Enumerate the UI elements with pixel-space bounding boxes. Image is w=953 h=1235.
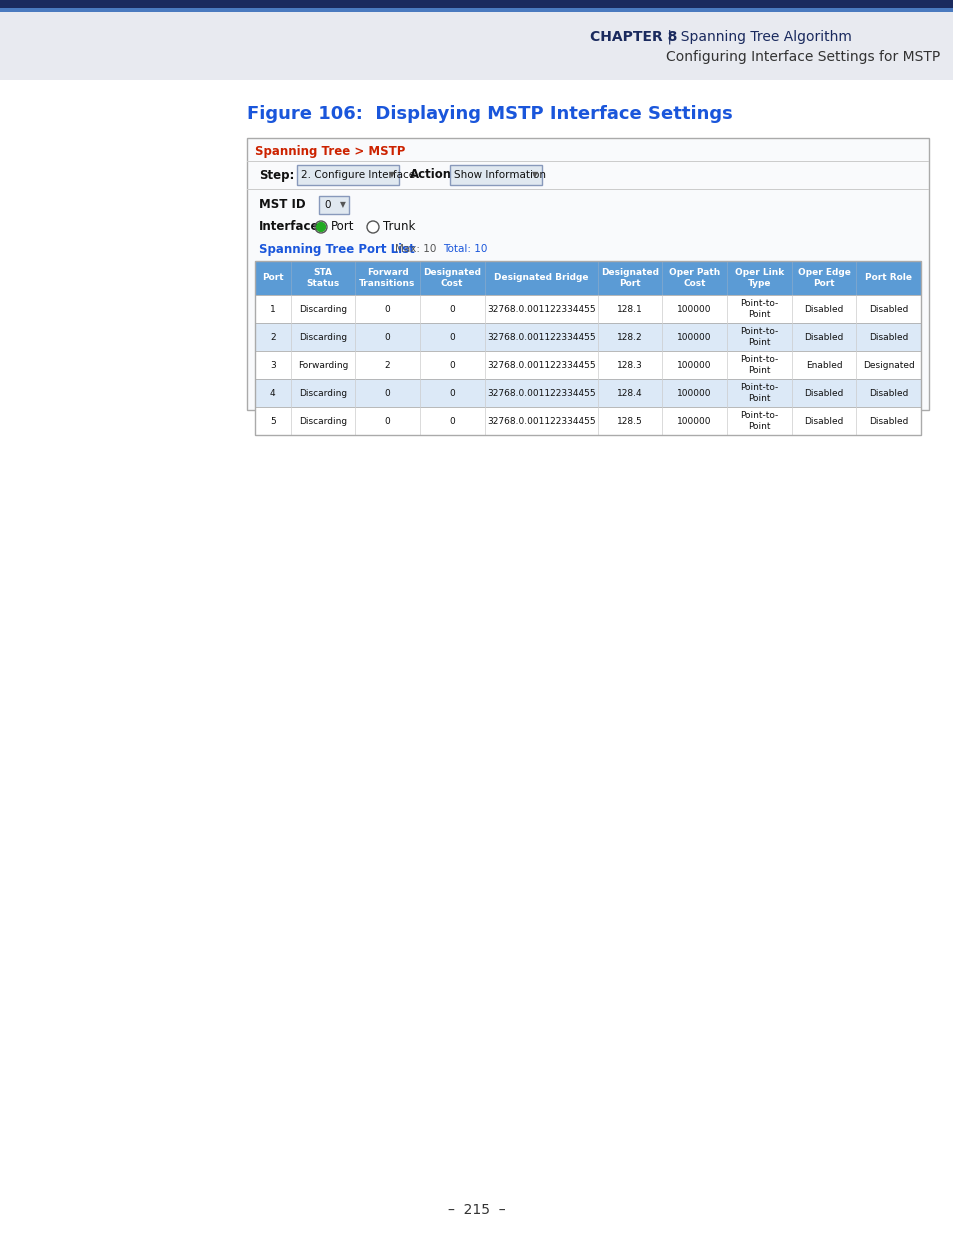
Text: Point-to-
Point: Point-to- Point xyxy=(740,411,778,431)
Text: 2: 2 xyxy=(384,361,390,369)
Text: |  Spanning Tree Algorithm: | Spanning Tree Algorithm xyxy=(662,30,851,44)
Text: Forward
Transitions: Forward Transitions xyxy=(359,268,416,288)
Text: Disabled: Disabled xyxy=(868,389,907,398)
Text: Configuring Interface Settings for MSTP: Configuring Interface Settings for MSTP xyxy=(665,49,939,64)
Text: 32768.0.001122334455: 32768.0.001122334455 xyxy=(486,416,595,426)
Text: 0: 0 xyxy=(449,416,455,426)
Text: Disabled: Disabled xyxy=(803,305,842,314)
Circle shape xyxy=(368,222,377,232)
Text: 128.3: 128.3 xyxy=(617,361,642,369)
Text: ▼: ▼ xyxy=(389,170,395,179)
Text: Trunk: Trunk xyxy=(382,221,415,233)
Text: Oper Path
Cost: Oper Path Cost xyxy=(668,268,720,288)
Text: Discarding: Discarding xyxy=(298,416,347,426)
Text: Point-to-
Point: Point-to- Point xyxy=(740,356,778,374)
Text: Disabled: Disabled xyxy=(803,332,842,342)
Bar xyxy=(254,324,920,351)
Text: CHAPTER 8: CHAPTER 8 xyxy=(589,30,677,44)
Text: Discarding: Discarding xyxy=(298,305,347,314)
Text: 100000: 100000 xyxy=(677,332,711,342)
Text: 100000: 100000 xyxy=(677,305,711,314)
Text: Spanning Tree > MSTP: Spanning Tree > MSTP xyxy=(254,146,405,158)
Text: Figure 106:  Displaying MSTP Interface Settings: Figure 106: Displaying MSTP Interface Se… xyxy=(247,105,732,124)
Text: Enabled: Enabled xyxy=(805,361,841,369)
Text: Step:: Step: xyxy=(258,168,294,182)
Text: 128.5: 128.5 xyxy=(617,416,642,426)
Bar xyxy=(247,138,928,410)
Bar xyxy=(0,7,953,12)
Bar xyxy=(254,351,920,379)
Text: Forwarding: Forwarding xyxy=(297,361,348,369)
Bar xyxy=(318,196,349,214)
Text: 0: 0 xyxy=(449,389,455,398)
Text: Discarding: Discarding xyxy=(298,332,347,342)
Text: Point-to-
Point: Point-to- Point xyxy=(740,299,778,319)
Bar xyxy=(254,261,920,295)
Text: Port: Port xyxy=(331,221,355,233)
Text: ▼: ▼ xyxy=(339,200,346,210)
Bar xyxy=(0,12,953,80)
Text: Total: 10: Total: 10 xyxy=(442,245,487,254)
Text: Port: Port xyxy=(262,273,283,283)
Text: Disabled: Disabled xyxy=(868,305,907,314)
Text: 0: 0 xyxy=(384,332,390,342)
Text: 3: 3 xyxy=(270,361,275,369)
Text: Point-to-
Point: Point-to- Point xyxy=(740,327,778,347)
Text: 0: 0 xyxy=(384,389,390,398)
Text: 128.2: 128.2 xyxy=(617,332,642,342)
Text: 0: 0 xyxy=(324,200,330,210)
Text: 4: 4 xyxy=(270,389,275,398)
Text: STA
Status: STA Status xyxy=(306,268,339,288)
Text: MST ID: MST ID xyxy=(258,199,305,211)
Text: Interface: Interface xyxy=(258,221,319,233)
Text: Action:: Action: xyxy=(410,168,456,182)
Bar xyxy=(254,261,920,435)
Text: Port Role: Port Role xyxy=(864,273,911,283)
Bar xyxy=(254,295,920,324)
Text: 0: 0 xyxy=(449,332,455,342)
Text: Show Information: Show Information xyxy=(454,170,545,180)
Text: Disabled: Disabled xyxy=(868,332,907,342)
Circle shape xyxy=(316,222,325,231)
Text: Max: 10: Max: 10 xyxy=(395,245,436,254)
Text: –  215  –: – 215 – xyxy=(448,1203,505,1216)
Text: 0: 0 xyxy=(384,416,390,426)
Text: 2: 2 xyxy=(270,332,275,342)
Text: Discarding: Discarding xyxy=(298,389,347,398)
Text: 128.4: 128.4 xyxy=(617,389,642,398)
Text: Disabled: Disabled xyxy=(868,416,907,426)
Bar xyxy=(254,408,920,435)
Text: 0: 0 xyxy=(384,305,390,314)
Text: 128.1: 128.1 xyxy=(617,305,642,314)
Text: Oper Link
Type: Oper Link Type xyxy=(734,268,783,288)
Text: Oper Edge
Port: Oper Edge Port xyxy=(797,268,849,288)
Text: Designated: Designated xyxy=(862,361,914,369)
Text: Disabled: Disabled xyxy=(803,416,842,426)
Text: 5: 5 xyxy=(270,416,275,426)
Text: 32768.0.001122334455: 32768.0.001122334455 xyxy=(486,332,595,342)
Text: Spanning Tree Port List: Spanning Tree Port List xyxy=(258,242,415,256)
Text: Disabled: Disabled xyxy=(803,389,842,398)
Text: 100000: 100000 xyxy=(677,416,711,426)
Text: 32768.0.001122334455: 32768.0.001122334455 xyxy=(486,361,595,369)
Bar xyxy=(254,379,920,408)
Text: 0: 0 xyxy=(449,305,455,314)
Text: ▼: ▼ xyxy=(532,170,537,179)
Text: 0: 0 xyxy=(449,361,455,369)
Text: 100000: 100000 xyxy=(677,361,711,369)
Text: Designated
Cost: Designated Cost xyxy=(423,268,480,288)
Bar xyxy=(450,165,541,185)
Bar xyxy=(0,0,953,7)
Bar xyxy=(296,165,398,185)
Text: 32768.0.001122334455: 32768.0.001122334455 xyxy=(486,305,595,314)
Text: 100000: 100000 xyxy=(677,389,711,398)
Text: Designated Bridge: Designated Bridge xyxy=(494,273,588,283)
Text: Designated
Port: Designated Port xyxy=(600,268,659,288)
Text: 2. Configure Interface: 2. Configure Interface xyxy=(301,170,415,180)
Text: 32768.0.001122334455: 32768.0.001122334455 xyxy=(486,389,595,398)
Text: 1: 1 xyxy=(270,305,275,314)
Text: Point-to-
Point: Point-to- Point xyxy=(740,383,778,403)
